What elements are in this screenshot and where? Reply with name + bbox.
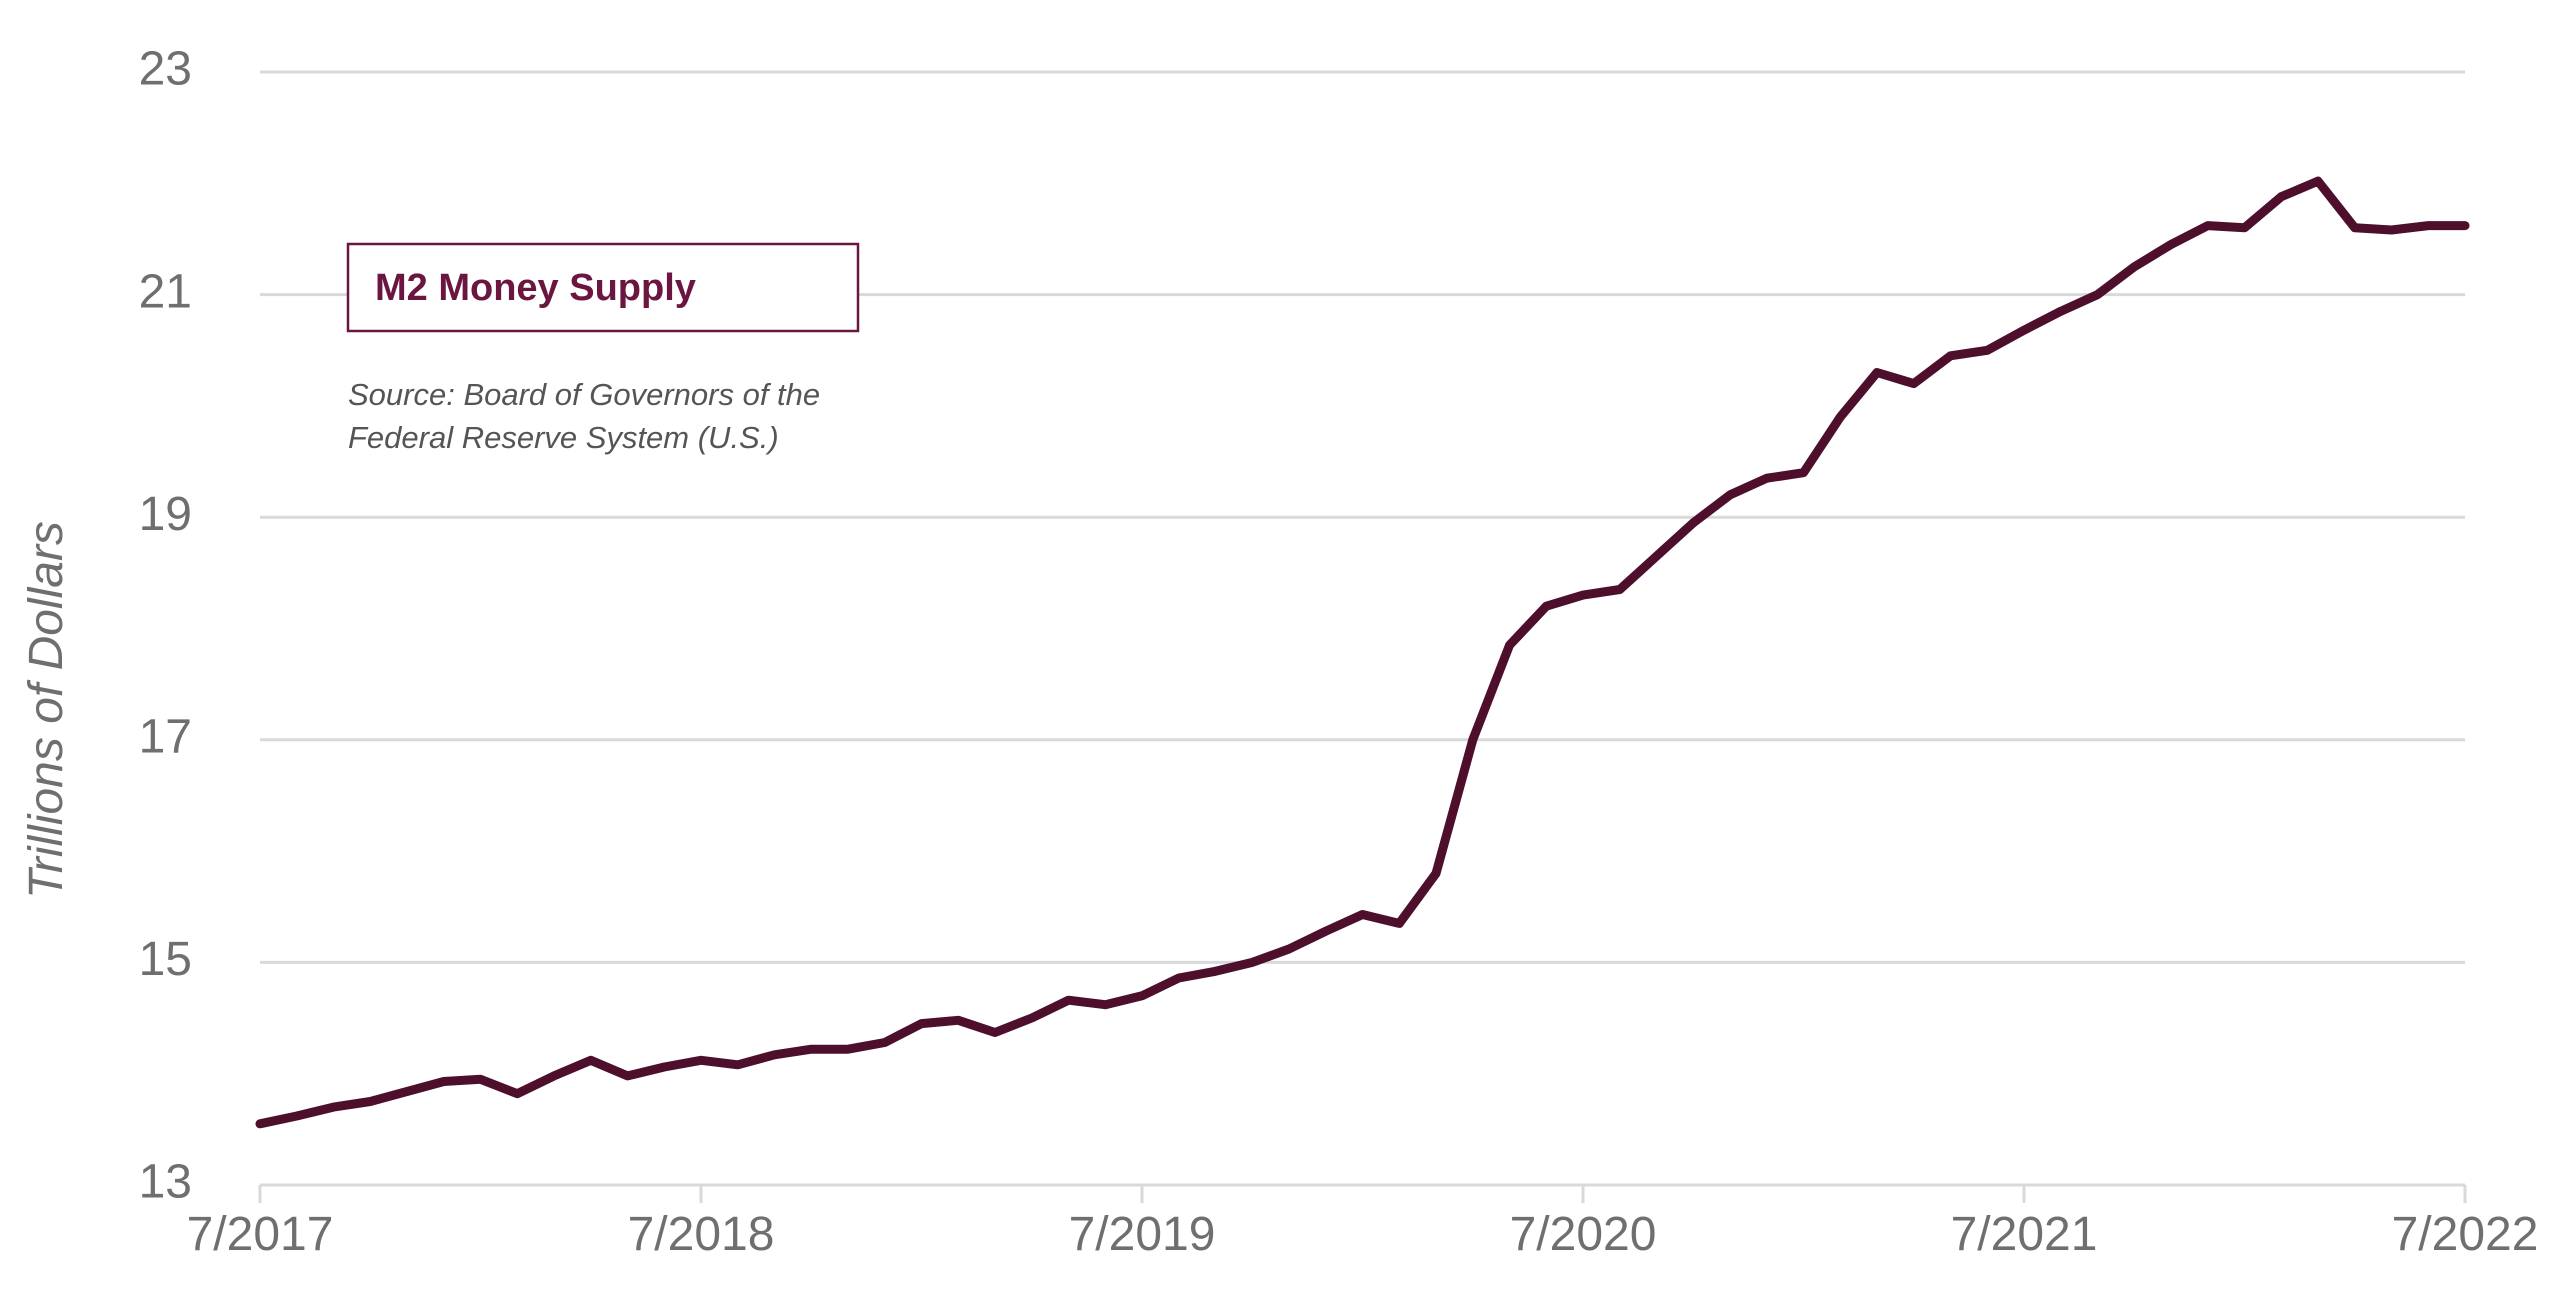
source-note: Source: Board of Governors of the Federa… bbox=[348, 377, 820, 455]
legend-box bbox=[346, 242, 860, 333]
series-line-0 bbox=[255, 176, 2470, 1129]
x-tick-label: 7/2021 bbox=[1951, 1208, 2098, 1261]
y-tick-label: 15 bbox=[139, 933, 192, 986]
legend-label: M2 Money Supply bbox=[375, 267, 696, 309]
grid-layer bbox=[260, 70, 2465, 1187]
y-tick-label: 17 bbox=[139, 710, 192, 763]
x-tick-label: 7/2022 bbox=[2392, 1208, 2539, 1261]
y-tick-label: 13 bbox=[139, 1156, 192, 1209]
series-layer bbox=[255, 176, 2470, 1129]
y-axis-label: Trillions of Dollars bbox=[20, 521, 73, 899]
legend: M2 Money Supply bbox=[346, 242, 860, 333]
source-line-1: Source: Board of Governors of the bbox=[348, 377, 820, 412]
y-tick-label: 19 bbox=[139, 488, 192, 541]
source-line-2: Federal Reserve System (U.S.) bbox=[348, 420, 779, 455]
y-tick-label: 21 bbox=[139, 265, 192, 318]
x-tick-label: 7/2019 bbox=[1069, 1208, 1216, 1261]
y-tick-label: 23 bbox=[139, 43, 192, 96]
axis-layer: 13 15 17 19 21 23 7/2017 7/2018 7/2019 7/2020 7/20… bbox=[139, 43, 2539, 1261]
x-tick-label: 7/2018 bbox=[628, 1208, 775, 1261]
x-tick-label: 7/2020 bbox=[1510, 1208, 1657, 1261]
x-tick-label: 7/2017 bbox=[187, 1208, 334, 1261]
